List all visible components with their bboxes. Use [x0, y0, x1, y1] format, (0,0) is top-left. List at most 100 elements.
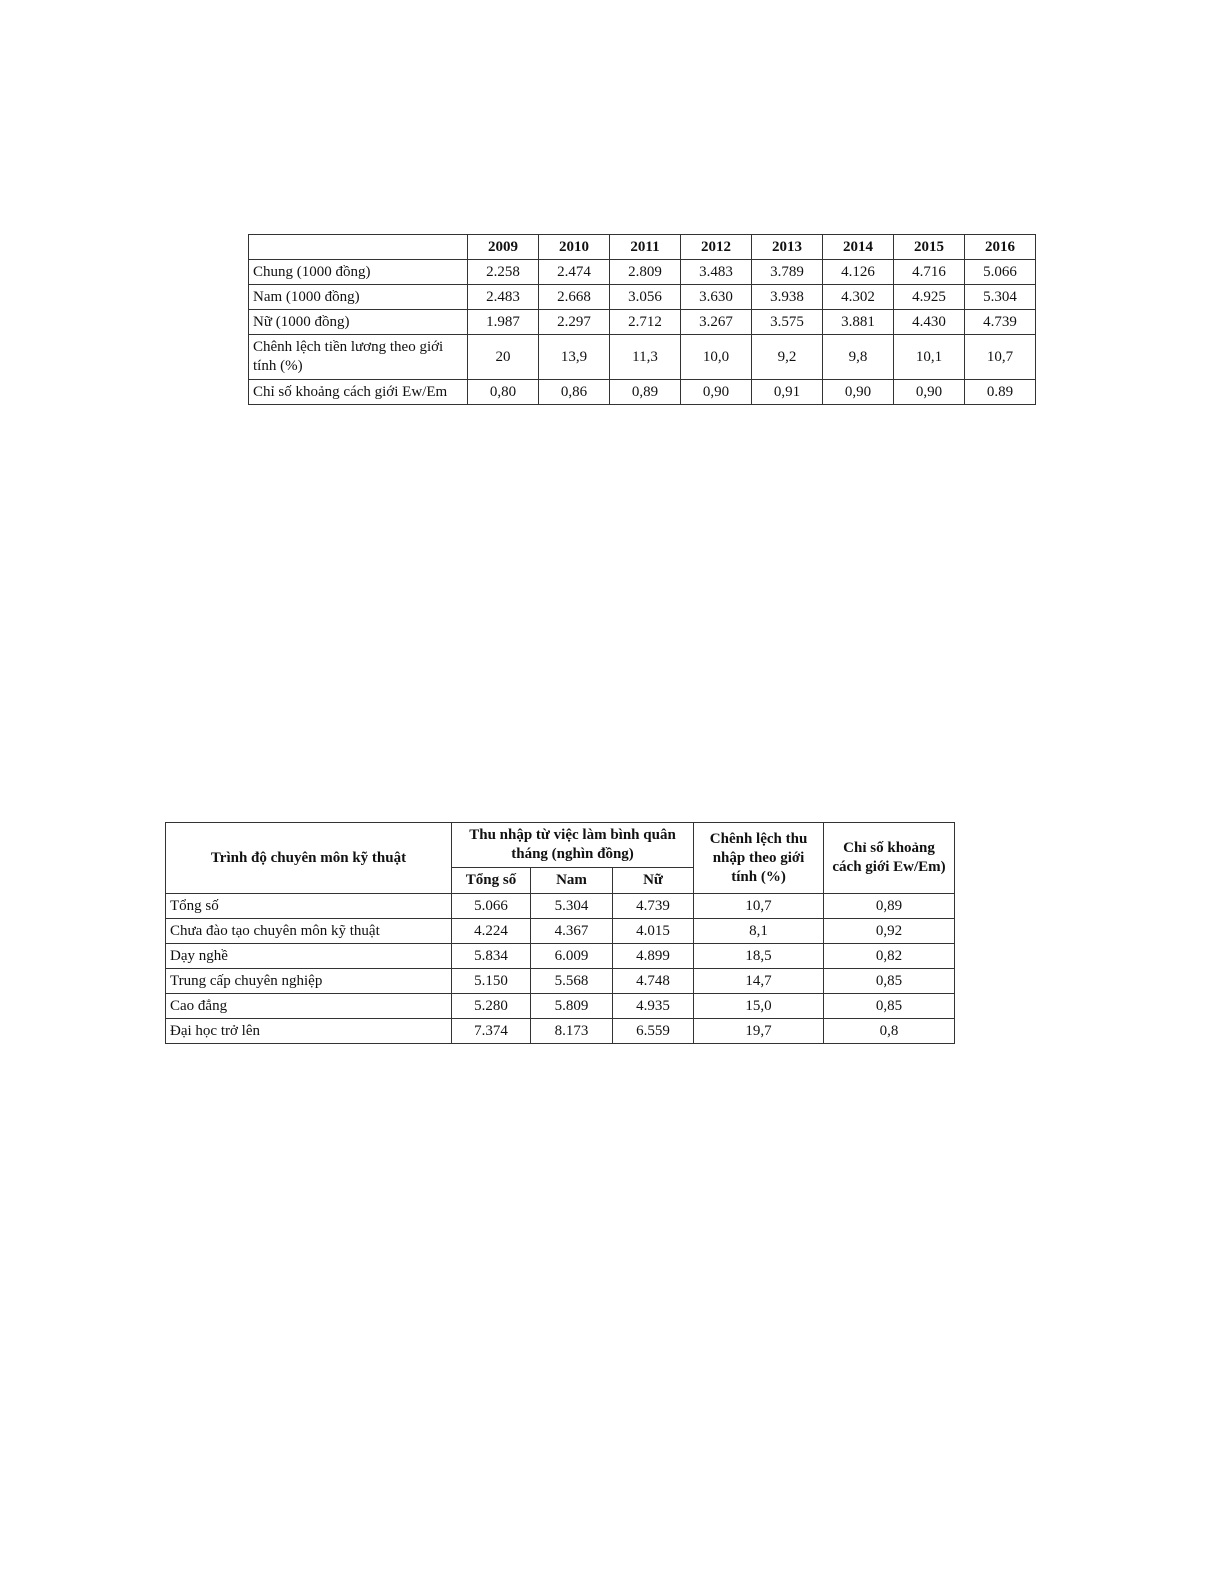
table-cell: 20	[467, 334, 539, 380]
table-cell: 0,85	[823, 968, 956, 994]
table-row: Nam (1000 đồng) 2.483 2.668 3.056 3.630 3.938…	[248, 284, 1036, 310]
table-cell: 3.630	[680, 284, 752, 310]
table-cell: 4.748	[611, 968, 695, 994]
table-cell: 9,2	[751, 334, 823, 380]
table-cell: 10,0	[680, 334, 752, 380]
table-cell: 6.559	[611, 1018, 695, 1044]
row-label: Cao đẳng	[165, 993, 452, 1019]
table-cell: 4.739	[964, 309, 1036, 335]
table-cell: 5.280	[451, 993, 531, 1019]
table-cell: 14,7	[693, 968, 825, 994]
table-cell: 5.150	[451, 968, 531, 994]
table-cell: 6.009	[530, 943, 613, 969]
table-cell: 3.483	[680, 259, 752, 285]
table-row: Dạy nghề 5.834 6.009 4.899 18,5 0,82	[165, 943, 956, 969]
table-cell: 9,8	[822, 334, 894, 380]
header-cell: 2010	[538, 234, 610, 260]
table-cell: 13,9	[538, 334, 610, 380]
table-cell: 0,90	[893, 379, 965, 405]
table-cell: 10,7	[964, 334, 1036, 380]
header-cell	[248, 234, 468, 260]
row-label: Tổng số	[165, 893, 452, 919]
table-cell: 2.712	[609, 309, 681, 335]
table-row: Tổng số 5.066 5.304 4.739 10,7 0,89	[165, 893, 956, 919]
table-cell: 4.302	[822, 284, 894, 310]
wage-by-year-table: 2009 2010 2011 2012 2013 2014 2015 2016 Chung (…	[248, 234, 1036, 405]
table-cell: 11,3	[609, 334, 681, 380]
table-cell: 0,91	[751, 379, 823, 405]
table-cell: 8.173	[530, 1018, 613, 1044]
table-cell: 0,90	[822, 379, 894, 405]
table-header-row: Trình độ chuyên môn kỹ thuật Thu nhập từ…	[165, 822, 956, 894]
header-qualification: Trình độ chuyên môn kỹ thuật	[165, 822, 452, 894]
table-cell: 4.935	[611, 993, 695, 1019]
row-label: Dạy nghề	[165, 943, 452, 969]
header-gender-gap: Chênh lệch thu nhập theo giới tính (%)	[693, 822, 825, 894]
table-cell: 0,86	[538, 379, 610, 405]
header-income: Thu nhập từ việc làm bình quân tháng (ng…	[450, 822, 695, 868]
row-label: Chung (1000 đồng)	[248, 259, 468, 285]
table-cell: 5.809	[530, 993, 613, 1019]
table-row: Chênh lệch tiền lương theo giới tính (%)…	[248, 334, 1036, 380]
table-cell: 3.789	[751, 259, 823, 285]
row-label: Chưa đào tạo chuyên môn kỹ thuật	[165, 918, 452, 944]
table-cell: 3.575	[751, 309, 823, 335]
table-cell: 5.304	[530, 893, 613, 919]
row-label: Chỉ số khoảng cách giới Ew/Em	[248, 379, 468, 405]
table-cell: 5.066	[451, 893, 531, 919]
row-label: Nữ (1000 đồng)	[248, 309, 468, 335]
table-row: Chưa đào tạo chuyên môn kỹ thuật 4.224 4.3…	[165, 918, 956, 944]
subheader-total: Tổng số	[451, 867, 531, 894]
header-cell: 2011	[609, 234, 681, 260]
header-cell: 2009	[467, 234, 539, 260]
table-cell: 0,90	[680, 379, 752, 405]
table-cell: 2.297	[538, 309, 610, 335]
table-cell: 0,82	[823, 943, 956, 969]
header-gap-index: Chỉ số khoảng cách giới Ew/Em)	[823, 822, 956, 894]
table-cell: 2.809	[609, 259, 681, 285]
table-cell: 4.126	[822, 259, 894, 285]
table-cell: 4.430	[893, 309, 965, 335]
table-cell: 5.834	[451, 943, 531, 969]
table-cell: 2.668	[538, 284, 610, 310]
table-cell: 10,1	[893, 334, 965, 380]
table-subheader-row: Tổng số Nam Nữ	[166, 867, 955, 894]
table-cell: 7.374	[451, 1018, 531, 1044]
table-cell: 0,92	[823, 918, 956, 944]
header-cell: 2016	[964, 234, 1036, 260]
row-label: Trung cấp chuyên nghiệp	[165, 968, 452, 994]
table-row: Trung cấp chuyên nghiệp 5.150 5.568 4.748 14…	[165, 968, 956, 994]
table-cell: 3.881	[822, 309, 894, 335]
table-cell: 3.938	[751, 284, 823, 310]
table-row: Nữ (1000 đồng) 1.987 2.297 2.712 3.267 3.575 3…	[248, 309, 1036, 335]
table-cell: 2.474	[538, 259, 610, 285]
table-cell: 0,89	[609, 379, 681, 405]
header-cell: 2015	[893, 234, 965, 260]
table-cell: 3.267	[680, 309, 752, 335]
table-cell: 5.066	[964, 259, 1036, 285]
row-label: Đại học trở lên	[165, 1018, 452, 1044]
table-cell: 0,89	[823, 893, 956, 919]
table-cell: 10,7	[693, 893, 825, 919]
table-row: Chỉ số khoảng cách giới Ew/Em 0,80 0,86 0,8…	[248, 379, 1036, 405]
table-cell: 4.925	[893, 284, 965, 310]
table-row: Cao đẳng 5.280 5.809 4.935 15,0 0,85	[165, 993, 956, 1019]
table-cell: 0.89	[964, 379, 1036, 405]
table-cell: 19,7	[693, 1018, 825, 1044]
table-cell: 0,85	[823, 993, 956, 1019]
row-label: Chênh lệch tiền lương theo giới tính (%)	[248, 334, 468, 380]
subheader-male: Nam	[530, 867, 613, 894]
table-cell: 4.716	[893, 259, 965, 285]
table-cell: 1.987	[467, 309, 539, 335]
table-row: Đại học trở lên 7.374 8.173 6.559 19,7 0,8	[165, 1018, 956, 1044]
row-label: Nam (1000 đồng)	[248, 284, 468, 310]
table-cell: 2.483	[467, 284, 539, 310]
table-header-row: 2009 2010 2011 2012 2013 2014 2015 2016	[248, 234, 1036, 260]
table-cell: 4.367	[530, 918, 613, 944]
header-cell: 2013	[751, 234, 823, 260]
table-cell: 5.568	[530, 968, 613, 994]
table-cell: 0,8	[823, 1018, 956, 1044]
table-cell: 5.304	[964, 284, 1036, 310]
table-cell: 4.739	[611, 893, 695, 919]
header-cell: 2012	[680, 234, 752, 260]
